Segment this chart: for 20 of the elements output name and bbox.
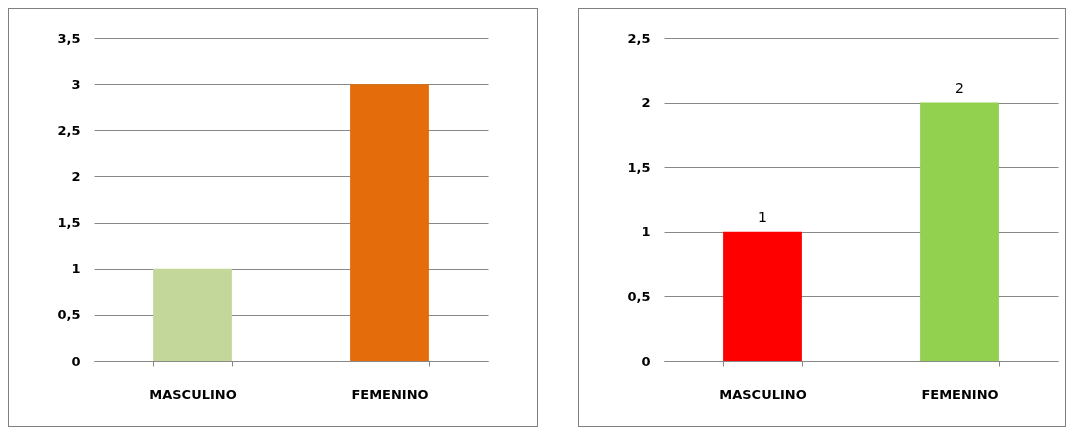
y-tick-label: 2 bbox=[641, 95, 651, 111]
y-tick-label: 3,5 bbox=[57, 30, 81, 46]
y-tick-label: 1,5 bbox=[57, 215, 81, 231]
y-tick-label: 0,5 bbox=[57, 307, 81, 323]
y-tick-label: 3 bbox=[71, 76, 81, 92]
data-label: 2 bbox=[955, 79, 964, 96]
y-tick-label: 0 bbox=[71, 353, 81, 369]
y-tick-label: 1 bbox=[641, 224, 651, 240]
y-tick-label: 0 bbox=[641, 353, 651, 369]
x-tick-label: MASCULINO bbox=[719, 386, 807, 402]
y-tick-label: 1,5 bbox=[627, 159, 651, 175]
data-label: 1 bbox=[758, 208, 767, 225]
y-tick-label: 0,5 bbox=[627, 288, 651, 304]
y-tick-label: 2,5 bbox=[57, 122, 81, 138]
y-tick-label: 2 bbox=[71, 168, 81, 184]
x-tick-label: FEMENINO bbox=[921, 386, 999, 402]
x-tick-label: MASCULINO bbox=[149, 386, 237, 402]
y-tick-label: 2,5 bbox=[627, 30, 651, 46]
y-tick-label: 1 bbox=[71, 261, 81, 277]
x-tick-label: FEMENINO bbox=[351, 386, 429, 402]
